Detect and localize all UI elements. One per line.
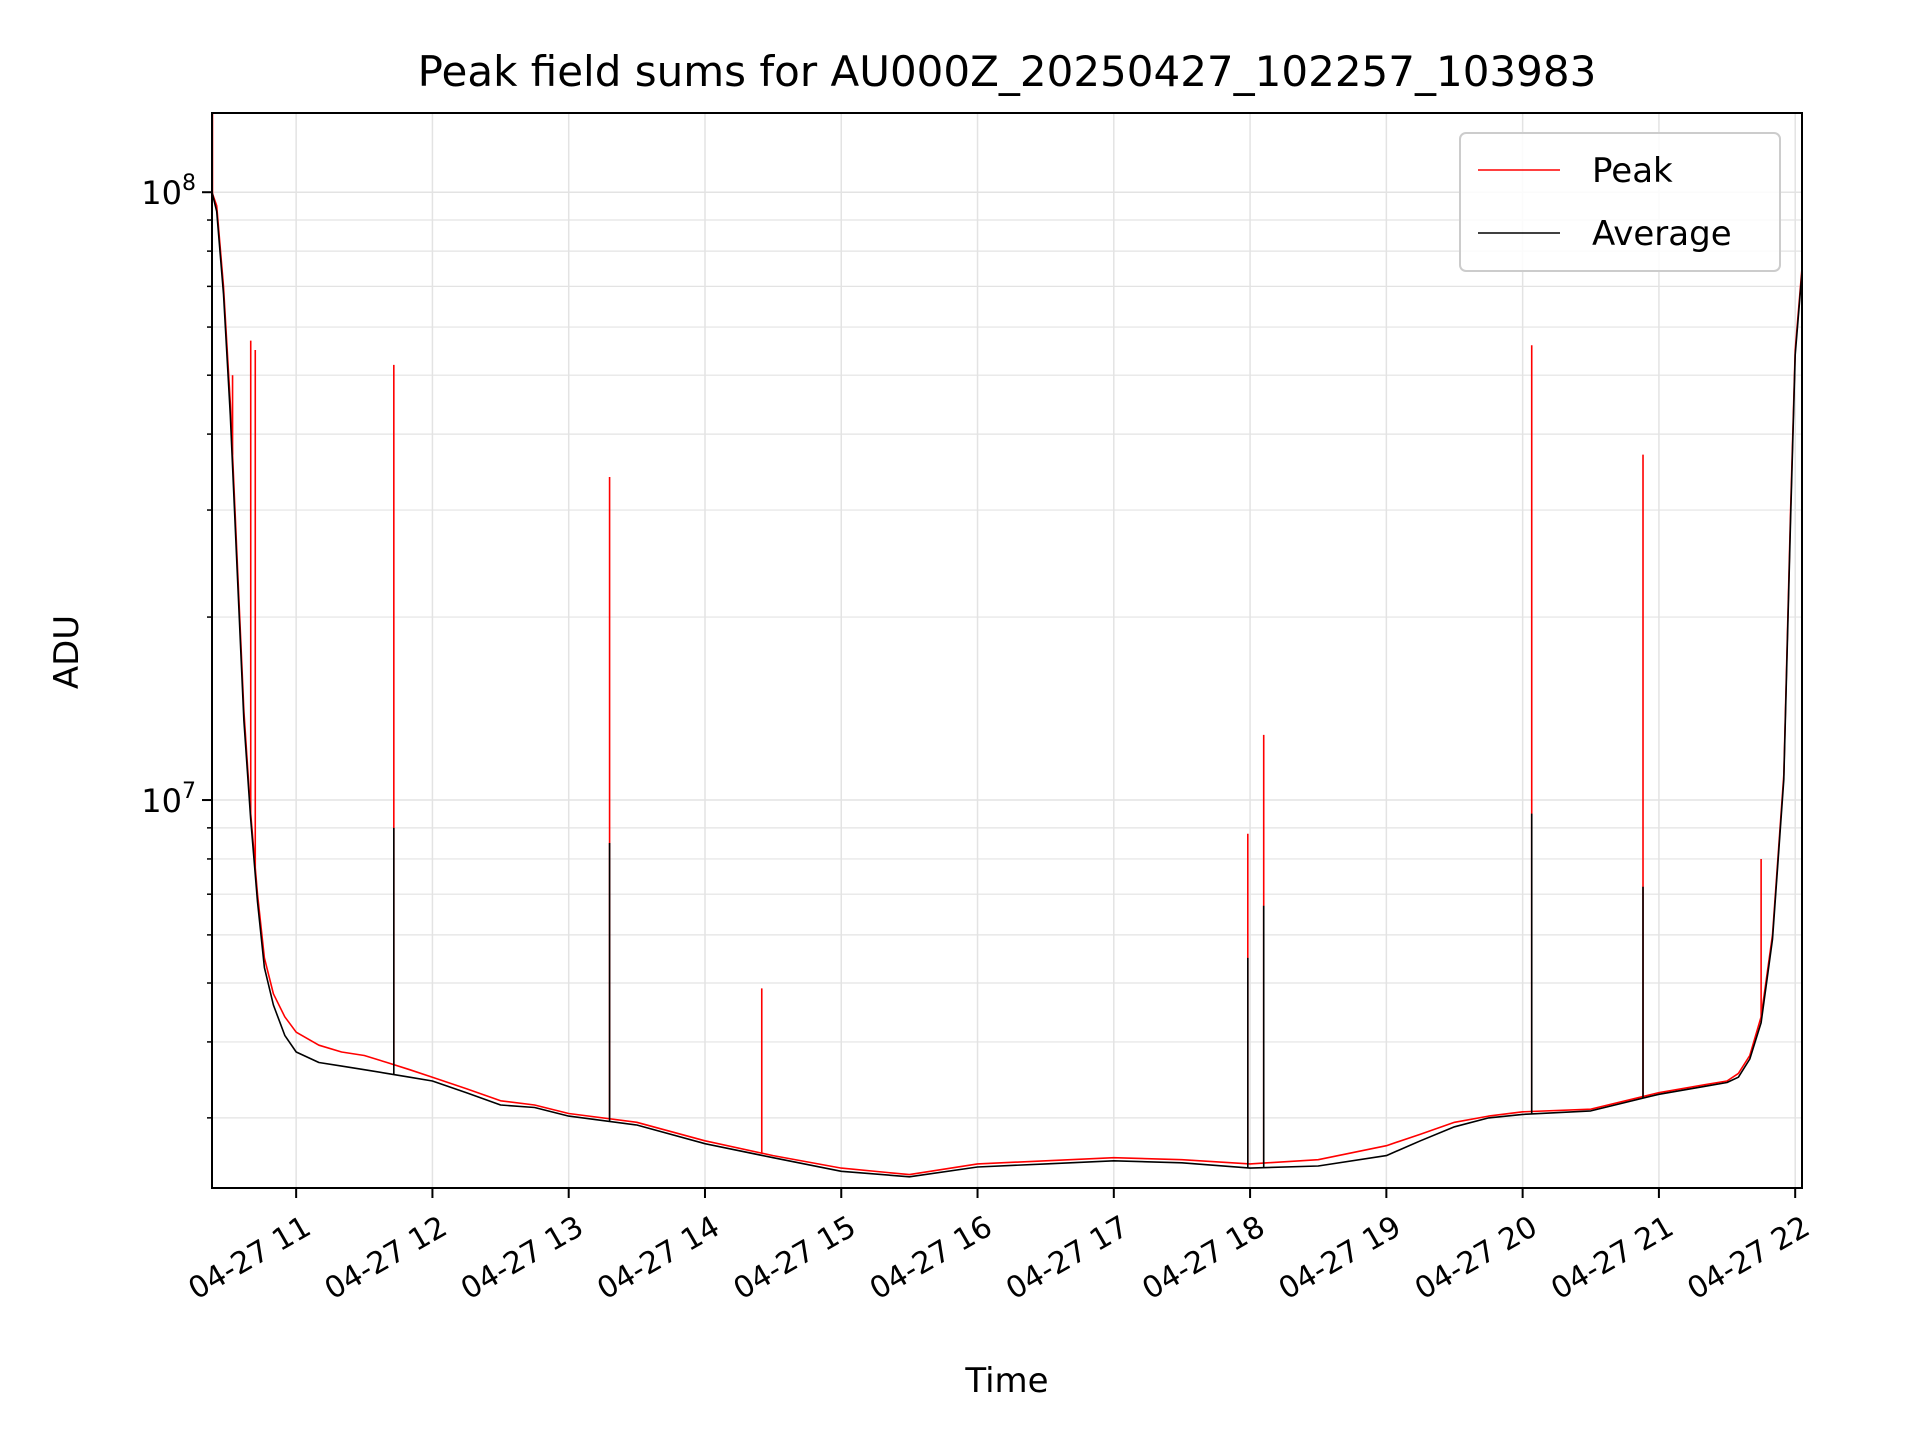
y-tick-base: 10 <box>141 174 182 212</box>
legend-label-peak: Peak <box>1592 151 1673 191</box>
series-line-peak <box>212 191 1802 1176</box>
y-axis-label: ADU <box>47 615 87 689</box>
series-average <box>212 192 1802 1178</box>
chart-title: Peak field sums for AU000Z_20250427_1022… <box>418 47 1597 96</box>
plot-area <box>212 113 1802 1178</box>
grid <box>212 113 1802 1188</box>
y-tick-label: 107 <box>141 779 196 820</box>
legend: Peak Average <box>1459 132 1781 272</box>
y-tick-label: 108 <box>141 171 196 212</box>
y-tick-exponent: 8 <box>182 171 196 196</box>
legend-box <box>1459 132 1781 272</box>
legend-label-average: Average <box>1592 214 1732 254</box>
axes-frame <box>211 112 1803 1189</box>
y-tick-base: 10 <box>141 782 182 820</box>
series-line-average <box>212 192 1802 1178</box>
x-axis-label: Time <box>964 1361 1048 1401</box>
y-tick-exponent: 7 <box>182 779 196 804</box>
